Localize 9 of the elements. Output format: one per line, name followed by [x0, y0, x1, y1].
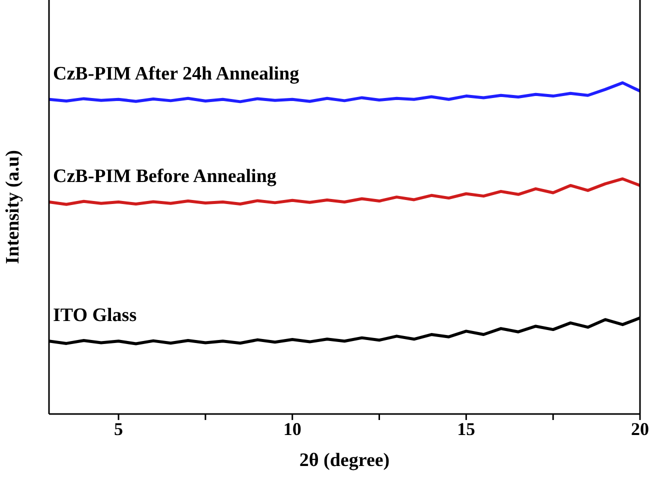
x-tick-label: 10 — [283, 418, 302, 439]
x-tick-label: 5 — [114, 418, 124, 439]
series-label: CzB-PIM Before Annealing — [53, 166, 277, 188]
series-label: CzB-PIM After 24h Annealing — [53, 63, 300, 84]
x-tick-label: 20 — [631, 418, 649, 439]
series-label: ITO Glass — [53, 305, 137, 326]
x-tick-label: 15 — [457, 418, 476, 439]
x-axis-title: 2θ (degree) — [299, 450, 390, 471]
y-axis-title: Intensity (a.u) — [2, 150, 24, 264]
